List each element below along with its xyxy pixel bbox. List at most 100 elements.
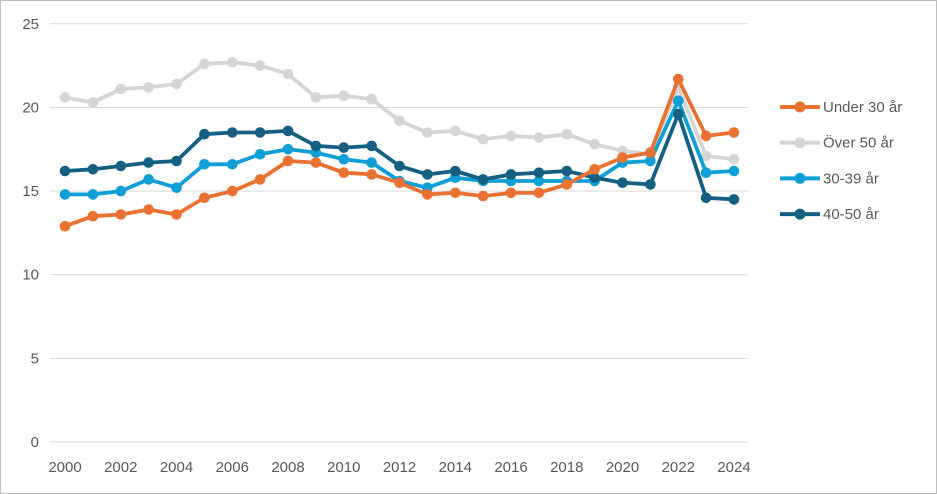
x-tick-label-2006: 2006 (216, 459, 249, 476)
y-tick-label-0: 0 (31, 434, 39, 451)
data-point-40-50-r-2008 (282, 125, 294, 137)
data-point-40-50-r-2023 (700, 192, 712, 204)
data-point-under-30-r-2000 (59, 220, 71, 232)
y-tick-label-10: 10 (22, 267, 39, 284)
legend-item-30-39-r: 30-39 år (780, 170, 879, 187)
data-point-ver-50-r-2016 (505, 130, 517, 142)
data-point-30-39-r-2000 (59, 189, 71, 200)
data-point-under-30-r-2017 (533, 187, 545, 199)
data-point-under-30-r-2019 (589, 164, 600, 175)
y-tick-label-5: 5 (31, 350, 39, 367)
data-point-40-50-r-2020 (617, 177, 628, 188)
data-point-under-30-r-2004 (171, 209, 182, 220)
legend-label: Under 30 år (823, 99, 902, 116)
data-point-ver-50-r-2003 (143, 82, 154, 93)
data-point-under-30-r-2008 (282, 155, 294, 167)
data-point-under-30-r-2021 (645, 147, 656, 158)
data-point-40-50-r-2018 (561, 165, 573, 177)
x-tick-label-2014: 2014 (439, 459, 472, 476)
x-tick-label-2020: 2020 (606, 459, 639, 476)
series-ver-50-r (59, 57, 740, 165)
data-point-under-30-r-2006 (227, 185, 238, 197)
data-point-under-30-r-2005 (199, 192, 210, 204)
data-point-30-39-r-2002 (115, 185, 127, 197)
legend-marker-icon (794, 101, 806, 113)
data-point-ver-50-r-2006 (227, 57, 238, 68)
data-point-under-30-r-2002 (115, 209, 127, 220)
data-point-ver-50-r-2004 (171, 78, 182, 90)
x-tick-label-2000: 2000 (48, 459, 81, 476)
legend-label: 40-50 år (823, 206, 879, 223)
y-tick-label-25: 25 (22, 16, 39, 33)
x-tick-label-2004: 2004 (160, 459, 193, 476)
data-point-30-39-r-2005 (199, 159, 210, 170)
data-point-40-50-r-2004 (171, 155, 182, 167)
data-point-ver-50-r-2000 (59, 92, 71, 103)
data-point-under-30-r-2018 (561, 179, 573, 190)
data-point-ver-50-r-2005 (199, 58, 210, 70)
data-point-ver-50-r-2023 (700, 150, 712, 162)
legend-marker-icon (794, 208, 806, 220)
data-point-ver-50-r-2017 (533, 132, 545, 143)
data-point-under-30-r-2024 (728, 127, 740, 138)
data-point-40-50-r-2002 (115, 160, 127, 172)
data-point-under-30-r-2010 (338, 167, 350, 178)
data-point-under-30-r-2012 (394, 177, 405, 188)
data-point-30-39-r-2006 (227, 159, 238, 170)
x-tick-label-2002: 2002 (104, 459, 137, 476)
x-tick-label-2008: 2008 (271, 459, 304, 476)
legend-marker-icon (794, 137, 806, 149)
data-point-40-50-r-2001 (87, 164, 99, 175)
data-point-under-30-r-2020 (617, 152, 628, 163)
data-point-ver-50-r-2011 (366, 93, 377, 105)
x-axis-tick-labels: 2000 2002 2004 2006 2008 2010 2012 2014 2016 2018… (48, 459, 750, 476)
legend: Under 30 år Över 50 år 30-39 år 40-50 år (780, 99, 902, 223)
data-point-40-50-r-2017 (533, 167, 545, 178)
legend-label: Över 50 år (823, 134, 894, 152)
y-axis-tick-labels: 0 5 10 15 20 25 (22, 16, 39, 451)
data-point-under-30-r-2001 (87, 210, 99, 222)
data-point-under-30-r-2007 (254, 174, 266, 185)
data-point-40-50-r-2024 (728, 194, 740, 205)
legend-label: 30-39 år (823, 170, 879, 187)
data-point-ver-50-r-2009 (310, 92, 322, 103)
data-point-under-30-r-2014 (450, 187, 461, 199)
data-point-40-50-r-2010 (338, 142, 350, 153)
data-point-30-39-r-2022 (673, 95, 684, 106)
data-point-30-39-r-2024 (728, 165, 740, 177)
series-under-30-r (59, 73, 740, 232)
data-point-ver-50-r-2007 (254, 60, 266, 71)
data-point-under-30-r-2009 (310, 157, 322, 168)
data-point-40-50-r-2011 (366, 140, 377, 152)
gridlines-group (50, 23, 748, 443)
data-point-ver-50-r-2018 (561, 128, 573, 140)
data-point-40-50-r-2022 (673, 108, 684, 120)
data-point-40-50-r-2021 (645, 179, 656, 190)
data-point-ver-50-r-2013 (422, 127, 433, 138)
x-tick-label-2018: 2018 (550, 459, 583, 476)
data-point-ver-50-r-2002 (115, 83, 127, 95)
data-point-40-50-r-2000 (59, 165, 71, 177)
data-point-40-50-r-2019 (589, 172, 600, 183)
legend-item-ver-50-r: Över 50 år (780, 134, 894, 152)
data-point-under-30-r-2015 (477, 190, 489, 202)
data-point-30-39-r-2023 (700, 167, 712, 178)
data-point-ver-50-r-2008 (282, 68, 294, 80)
series-group (59, 57, 740, 232)
series-40-50-r (59, 108, 740, 205)
data-point-30-39-r-2011 (366, 157, 377, 168)
data-point-40-50-r-2006 (227, 127, 238, 138)
data-point-40-50-r-2014 (450, 165, 461, 177)
data-point-ver-50-r-2001 (87, 97, 99, 108)
series-line-ver-50-r (63, 60, 736, 162)
data-point-30-39-r-2021 (645, 155, 656, 167)
data-point-40-50-r-2012 (394, 160, 405, 172)
data-point-ver-50-r-2012 (394, 115, 405, 127)
x-tick-label-2010: 2010 (327, 459, 360, 476)
data-point-ver-50-r-2024 (728, 154, 740, 165)
data-point-ver-50-r-2014 (450, 125, 461, 137)
data-point-under-30-r-2013 (422, 189, 433, 200)
legend-item-under-30-r: Under 30 år (780, 99, 902, 116)
data-point-30-39-r-2003 (143, 174, 154, 185)
